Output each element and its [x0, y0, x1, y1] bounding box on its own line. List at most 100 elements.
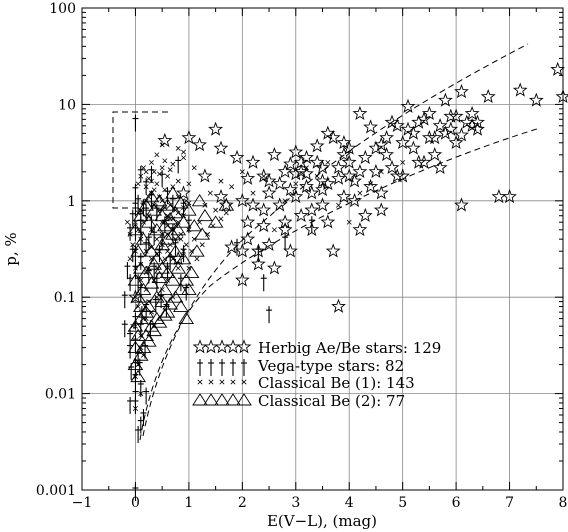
cross-b: [181, 149, 187, 155]
cross-point: [175, 265, 181, 271]
cross-point: [213, 207, 219, 213]
star-point: [240, 170, 256, 185]
star-point: [400, 121, 416, 136]
cross-b: [165, 248, 170, 254]
cross-b: [170, 184, 176, 190]
cross-point: [191, 236, 197, 242]
star-point: [448, 108, 464, 123]
star-point: [443, 108, 459, 123]
star-point: [555, 89, 568, 104]
legend-entry: Classical Be (2): 77: [192, 392, 405, 410]
cross-b: [183, 198, 189, 204]
dagger-point: [175, 156, 182, 174]
cross-b: [378, 169, 384, 175]
cross-b: [181, 155, 187, 161]
star-point: [363, 178, 379, 194]
cross-b: [167, 242, 173, 248]
y-tick-label: 0.001: [36, 483, 76, 499]
cross-point: [325, 159, 331, 165]
dagger-point: [136, 358, 143, 376]
star-point: [261, 185, 277, 200]
cross-point: [181, 149, 187, 155]
legend-star-icon: [203, 339, 219, 354]
dagger-point: [147, 320, 154, 338]
star-point: [266, 260, 282, 275]
y-tick-label: 100: [49, 1, 76, 17]
cross-b: [154, 236, 160, 242]
dagger-point: [132, 312, 139, 330]
triangle-point: [207, 215, 224, 228]
x-tick-label: 0: [131, 495, 140, 511]
cross-b: [250, 190, 256, 196]
dagger-point: [183, 283, 190, 301]
star-point: [352, 222, 368, 237]
upper-dashed-curve: [142, 43, 529, 437]
cross-b: [218, 216, 224, 222]
cross-point: [346, 219, 352, 225]
cross-b: [157, 207, 162, 213]
star-point: [405, 140, 421, 155]
star-point: [512, 82, 528, 97]
cross-point: [143, 287, 149, 293]
dagger-point: [121, 320, 128, 338]
legend-label: Vega-type stars: 82: [257, 357, 404, 375]
star-point: [218, 197, 234, 212]
cross-point: [154, 152, 160, 158]
cross-b: [271, 227, 277, 233]
cross-b: [229, 184, 235, 190]
cross-b: [175, 194, 181, 200]
cross-point: [181, 155, 187, 161]
star-point: [299, 178, 314, 194]
triangle-point: [183, 265, 200, 279]
x-tick-label: 4: [345, 495, 354, 511]
cross-b: [400, 159, 406, 165]
cross-b: [146, 213, 152, 219]
star-point: [315, 182, 330, 197]
cross-b: [173, 207, 179, 213]
star-point: [395, 135, 411, 150]
cross-b: [241, 379, 247, 385]
star-point: [379, 147, 395, 162]
cross-b: [189, 248, 195, 254]
cross-point: [159, 287, 165, 293]
cross-b: [148, 256, 154, 262]
star-point: [293, 154, 309, 169]
dagger-point: [132, 262, 139, 280]
cross-b: [205, 231, 211, 237]
cross-point: [135, 210, 141, 216]
cross-b: [132, 294, 138, 300]
star-point: [470, 121, 485, 136]
cross-point: [165, 277, 170, 283]
cross-b: [148, 244, 154, 250]
cross-b: [154, 181, 160, 187]
cross-point: [132, 219, 138, 225]
dagger-point: [169, 223, 176, 241]
legend-cross-icon: [241, 379, 247, 385]
dagger-point: [137, 216, 144, 234]
triangle-point: [151, 270, 168, 283]
cross-point: [143, 169, 149, 175]
triangle-point: [140, 334, 157, 347]
dagger-point: [129, 209, 136, 227]
cross-point: [186, 265, 192, 271]
cross-point: [336, 202, 342, 208]
star-point: [357, 207, 373, 223]
x-tick-label: 2: [238, 495, 247, 511]
cross-b: [223, 210, 229, 216]
legend-star-icon: [214, 339, 230, 354]
cross-point: [400, 159, 406, 165]
cross-point: [162, 158, 168, 164]
cross-point: [178, 236, 184, 242]
triangle-point: [178, 311, 195, 325]
dashed-box: [112, 111, 168, 209]
dagger-point: [143, 177, 150, 195]
cross-b: [325, 159, 331, 165]
cross-b: [202, 202, 208, 208]
y-tick-label: 0.1: [54, 290, 76, 306]
triangle-point: [159, 232, 176, 245]
star-point: [389, 168, 405, 183]
cross-b: [357, 190, 363, 196]
cross-point: [175, 210, 181, 216]
legend-dagger-icon: [197, 359, 203, 376]
star-point: [213, 140, 229, 155]
